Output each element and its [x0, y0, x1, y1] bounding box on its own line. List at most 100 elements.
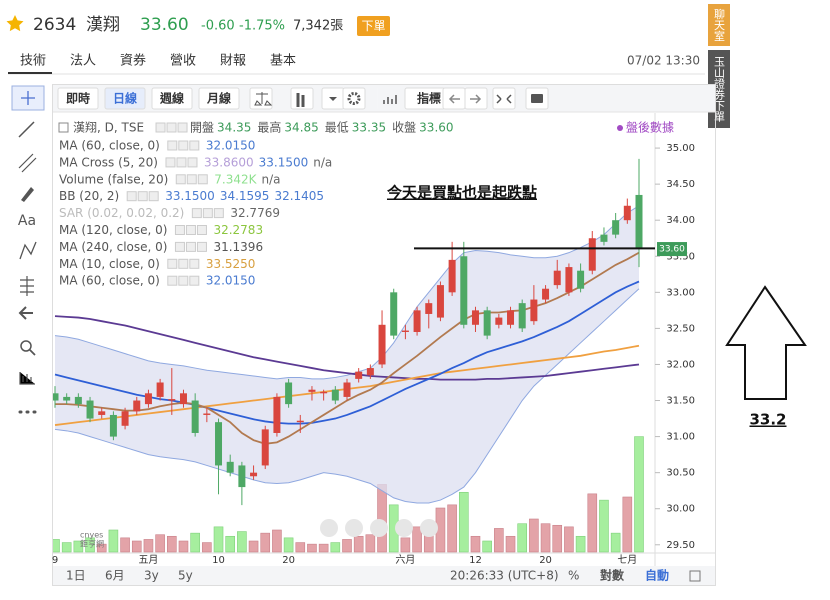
- toolbar-button[interactable]: [57, 87, 99, 110]
- moving-average-line: [54, 315, 640, 381]
- indicator-toggle[interactable]: [187, 157, 198, 168]
- indicator-toggle[interactable]: [178, 140, 189, 151]
- indicator-toggle[interactable]: [185, 241, 196, 252]
- indicator-toggle[interactable]: [174, 241, 185, 252]
- order-button-label[interactable]: 下單: [361, 19, 385, 33]
- nav-right[interactable]: [420, 519, 438, 537]
- volume-bar: [225, 535, 235, 553]
- indicator-toggle[interactable]: [165, 157, 176, 168]
- pattern-tool[interactable]: [19, 241, 37, 260]
- scale-button[interactable]: [249, 87, 273, 110]
- toolbar-label[interactable]: 即時: [66, 91, 90, 106]
- tab[interactable]: 基本: [270, 54, 296, 69]
- back-tool[interactable]: [18, 306, 33, 320]
- indicator-toggle[interactable]: [126, 191, 137, 202]
- measure-tool[interactable]: [19, 372, 35, 385]
- candle-body: [86, 400, 94, 419]
- settings-button[interactable]: [342, 87, 366, 110]
- zoom-tool[interactable]: [20, 340, 32, 352]
- range-button[interactable]: 6月: [105, 569, 125, 583]
- indicator-toggle[interactable]: [175, 174, 186, 185]
- legend-toggle[interactable]: [155, 122, 166, 133]
- tab[interactable]: 營收: [170, 54, 196, 69]
- candle-body: [191, 400, 199, 433]
- candle-body: [238, 465, 246, 488]
- indicator-toggle[interactable]: [189, 140, 200, 151]
- nav-zoom-in[interactable]: [395, 519, 413, 537]
- indicator-value: 32.1405: [274, 189, 324, 203]
- indicator-toggle[interactable]: [178, 258, 189, 269]
- indicator-toggle[interactable]: [196, 241, 207, 252]
- nav-buttons[interactable]: [320, 519, 438, 537]
- channel-tool[interactable]: [18, 153, 37, 173]
- order-button[interactable]: [357, 16, 390, 36]
- indicator-toggle[interactable]: [196, 225, 207, 235]
- volume-bar: [622, 496, 633, 553]
- range-button[interactable]: 5y: [178, 569, 193, 583]
- nav-reset[interactable]: [370, 519, 388, 537]
- candle-body: [273, 396, 281, 433]
- indicator-toggle[interactable]: [174, 225, 185, 235]
- indicator-toggle[interactable]: [202, 208, 213, 219]
- legend-toggle[interactable]: [166, 122, 177, 133]
- candle-body: [436, 285, 444, 318]
- nav-zoom-out[interactable]: [345, 519, 363, 537]
- brush-tool[interactable]: [21, 187, 34, 202]
- auto-toggle[interactable]: 自動: [645, 568, 669, 583]
- toolbar-label[interactable]: 週線: [159, 91, 184, 106]
- tab[interactable]: 財報: [220, 54, 246, 69]
- tab[interactable]: 資券: [120, 53, 146, 69]
- toolbar-button[interactable]: [151, 87, 193, 110]
- indicator-toggle[interactable]: [167, 258, 178, 269]
- indicator-toggle[interactable]: [189, 275, 200, 286]
- indicator-toggle[interactable]: [197, 174, 208, 185]
- ohlc-label: 收盤: [392, 121, 416, 135]
- volume-bar: [272, 529, 282, 553]
- indicator-label: BB (20, 2): [59, 189, 119, 203]
- x-tick-label: 9: [52, 555, 58, 566]
- volume-bar: [494, 528, 504, 553]
- percent-toggle[interactable]: %: [568, 569, 579, 583]
- indicator-toggle[interactable]: [213, 208, 224, 219]
- tab[interactable]: 技術: [20, 54, 46, 69]
- indicator-toggle[interactable]: [191, 208, 202, 219]
- indicator-value: 33.1500: [259, 155, 309, 169]
- indicator-toggle[interactable]: [178, 275, 189, 286]
- scale-settings-icon[interactable]: [689, 570, 701, 582]
- star-icon[interactable]: [6, 15, 24, 32]
- fib-tool[interactable]: [20, 276, 34, 296]
- indicator-toggle[interactable]: [137, 191, 148, 202]
- legend-toggle[interactable]: [177, 122, 188, 133]
- candle-body: [285, 382, 293, 405]
- fullscreen-button[interactable]: [492, 87, 516, 110]
- collapse-button[interactable]: [58, 122, 69, 133]
- candle-body: [413, 310, 421, 332]
- fullscreen-icon: [496, 94, 512, 104]
- candle-body: [261, 429, 269, 466]
- candle-body: [355, 371, 363, 379]
- chat-label[interactable]: 聊天室: [713, 7, 726, 41]
- indicator-value: n/a: [262, 172, 281, 186]
- volume-bar: [470, 535, 481, 553]
- indicator-toggle[interactable]: [148, 191, 159, 202]
- indicator-toggle[interactable]: [167, 275, 178, 286]
- text-tool[interactable]: Aa: [18, 213, 36, 229]
- indicator-toggle[interactable]: [189, 258, 200, 269]
- nav-left[interactable]: [320, 519, 338, 537]
- tab[interactable]: 法人: [70, 54, 96, 69]
- indicator-toggle[interactable]: [176, 157, 187, 168]
- indicator-toggle[interactable]: [167, 140, 178, 151]
- toolbar-label[interactable]: 指標: [417, 91, 441, 106]
- toolbar-label[interactable]: 月線: [206, 91, 231, 106]
- indicator-toggle[interactable]: [185, 225, 196, 235]
- log-toggle[interactable]: 對數: [600, 568, 625, 583]
- volume-bar: [190, 532, 200, 553]
- toolbar-label[interactable]: 日線: [113, 91, 137, 106]
- chat-button[interactable]: [708, 4, 730, 46]
- indicator-toggle[interactable]: [186, 174, 197, 185]
- trendline-tool[interactable]: [18, 121, 35, 138]
- toolbar-button[interactable]: [198, 87, 240, 110]
- range-button[interactable]: 3y: [144, 569, 159, 583]
- range-button[interactable]: 1日: [66, 569, 86, 583]
- toolbar-button[interactable]: [104, 87, 146, 110]
